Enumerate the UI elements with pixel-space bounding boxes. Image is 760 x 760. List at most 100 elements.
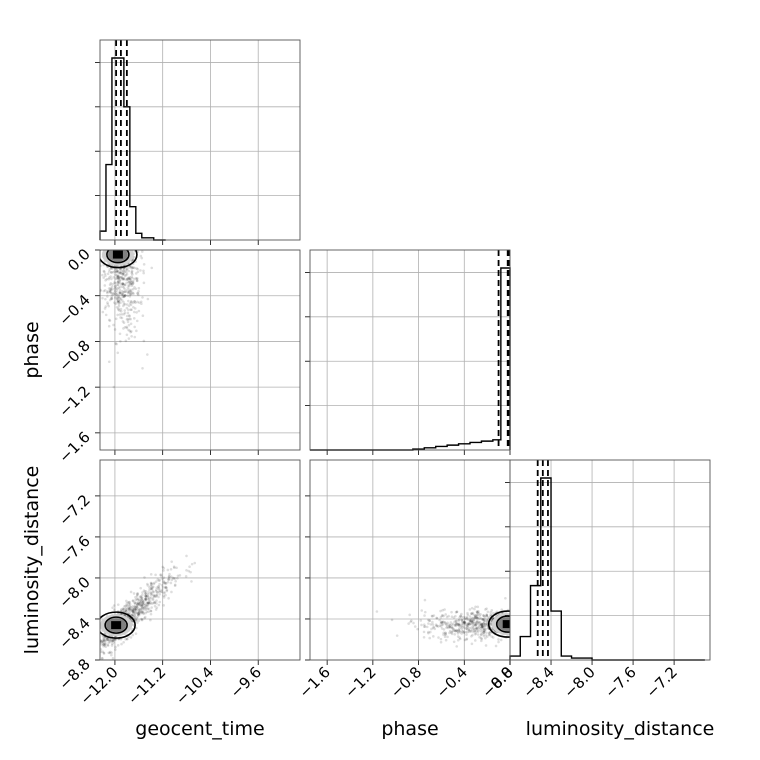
sample-point	[135, 601, 138, 605]
sample-point	[480, 624, 484, 627]
sample-point	[133, 310, 136, 314]
sample-point	[147, 607, 151, 611]
sample-point	[122, 286, 126, 289]
sample-point	[134, 607, 138, 611]
sample-point	[475, 622, 479, 625]
sample-point	[134, 287, 138, 291]
sample-point	[479, 633, 483, 637]
sample-point	[457, 629, 461, 632]
sample-point	[129, 265, 133, 269]
sample-point	[463, 621, 466, 625]
sample-point	[440, 620, 444, 624]
sample-point	[445, 626, 448, 629]
sample-point	[439, 637, 443, 641]
sample-point	[479, 613, 482, 616]
sample-point	[108, 268, 111, 271]
sample-point	[461, 624, 464, 627]
sample-point	[483, 625, 487, 628]
sample-point	[465, 615, 469, 619]
x-tick-label: −0.8	[387, 663, 425, 701]
sample-point	[127, 607, 131, 611]
sample-point	[124, 606, 128, 610]
sample-point	[125, 637, 129, 641]
sample-point	[173, 584, 177, 588]
sample-point	[120, 293, 124, 297]
sample-point	[468, 615, 472, 618]
sample-point	[494, 644, 498, 648]
sample-point	[122, 312, 126, 316]
sample-point	[165, 588, 169, 592]
sample-point	[454, 622, 458, 626]
sample-point	[120, 269, 124, 273]
sample-point	[127, 337, 131, 340]
sample-point	[123, 274, 127, 278]
sample-point	[469, 630, 472, 633]
sample-point	[135, 277, 139, 281]
sample-point	[481, 628, 484, 632]
sample-point	[482, 614, 485, 617]
x-tick-label: −9.6	[227, 663, 265, 701]
sample-point	[482, 627, 486, 631]
sample-point	[448, 629, 452, 633]
sample-point	[148, 596, 151, 599]
sample-point	[135, 611, 138, 615]
sample-point	[440, 614, 444, 618]
sample-point	[162, 569, 165, 572]
sample-point	[164, 582, 168, 585]
sample-point	[153, 604, 157, 608]
sample-point	[113, 270, 116, 273]
sample-point	[107, 360, 111, 364]
sample-point	[102, 289, 106, 293]
sample-point	[152, 593, 155, 597]
sample-point	[408, 613, 411, 617]
sample-point	[129, 590, 133, 594]
sample-point	[118, 276, 122, 279]
sample-point	[478, 629, 482, 632]
sample-point	[455, 619, 458, 623]
sample-point	[453, 629, 457, 633]
sample-point	[114, 285, 117, 288]
sample-point	[451, 622, 455, 626]
sample-point	[500, 608, 504, 611]
y-tick-label: −1.2	[55, 382, 93, 420]
sample-point	[109, 275, 112, 278]
sample-point	[482, 621, 486, 625]
sample-point	[477, 622, 481, 625]
sample-point	[483, 629, 486, 633]
sample-point	[444, 638, 448, 642]
sample-point	[141, 606, 144, 610]
sample-point	[480, 639, 483, 643]
sample-point	[134, 276, 138, 280]
sample-point	[439, 640, 443, 644]
histogram-phase	[310, 267, 511, 451]
sample-point	[140, 610, 144, 613]
sample-point	[139, 601, 142, 605]
sample-point	[480, 632, 483, 636]
sample-point	[130, 269, 134, 273]
sample-point	[132, 266, 135, 269]
sample-point	[148, 599, 152, 603]
sample-point	[125, 325, 128, 329]
sample-point	[430, 627, 433, 631]
sample-point	[134, 605, 138, 609]
sample-point	[130, 613, 134, 617]
sample-point	[146, 353, 149, 356]
sample-point	[136, 605, 139, 609]
sample-point	[136, 613, 140, 616]
sample-point	[121, 304, 125, 308]
sample-point	[120, 276, 124, 279]
sample-point	[103, 270, 106, 274]
sample-point	[469, 617, 472, 621]
sample-point	[169, 575, 173, 578]
sample-point	[158, 582, 161, 586]
sample-point	[142, 612, 145, 616]
sample-point	[114, 270, 118, 274]
sample-point	[444, 631, 448, 635]
sample-point	[103, 307, 107, 310]
sample-point	[463, 620, 467, 624]
sample-point	[440, 627, 444, 630]
sample-point	[101, 650, 105, 654]
sample-point	[130, 290, 133, 294]
sample-point	[437, 625, 440, 628]
sample-point	[484, 622, 487, 626]
